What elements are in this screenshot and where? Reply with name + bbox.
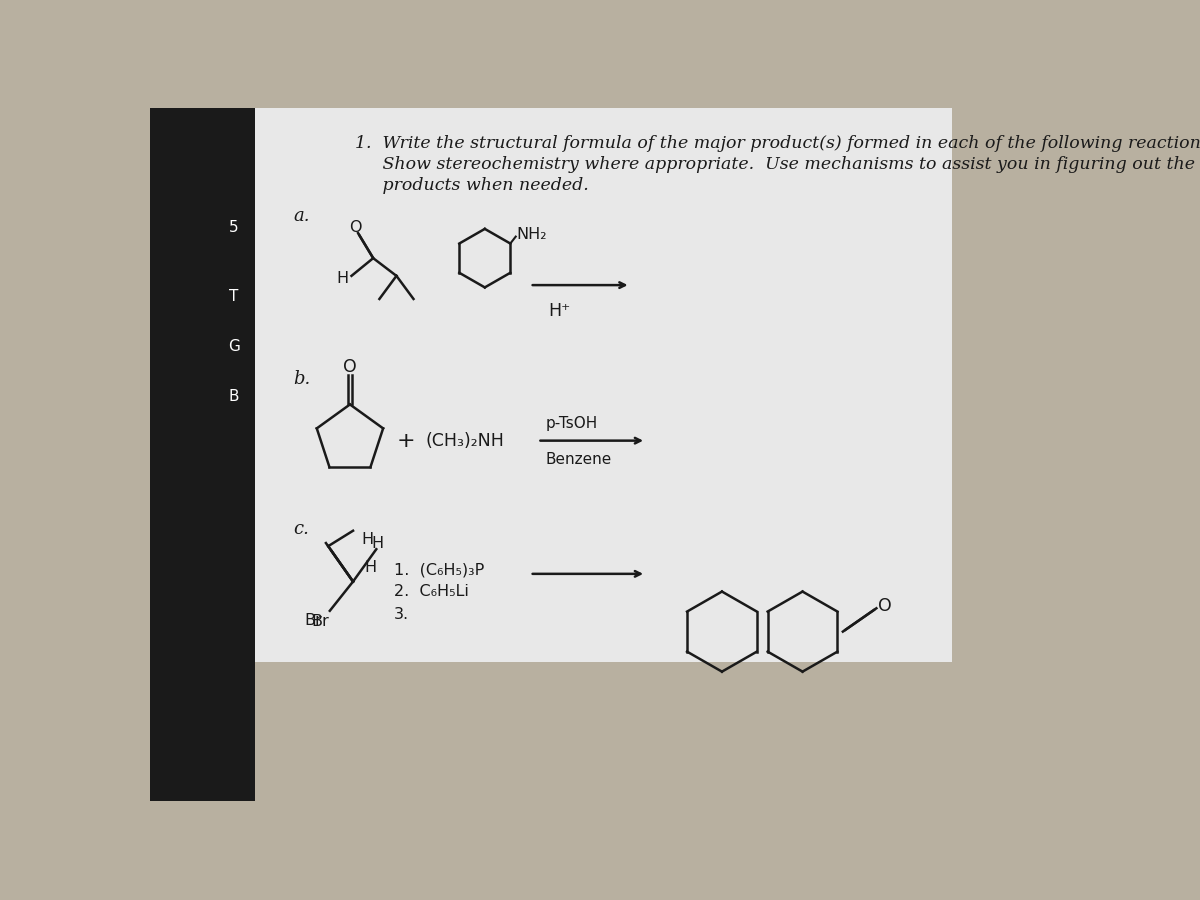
Text: H: H — [361, 532, 373, 546]
Text: T: T — [229, 289, 239, 304]
Text: (CH₃)₂NH: (CH₃)₂NH — [425, 432, 504, 450]
Text: 2.  C₆H₅Li: 2. C₆H₅Li — [394, 584, 469, 598]
Text: 3.: 3. — [394, 607, 409, 622]
Text: 1.  (C₆H₅)₃P: 1. (C₆H₅)₃P — [394, 562, 485, 577]
Text: H: H — [336, 272, 348, 286]
Text: p-TsOH: p-TsOH — [545, 417, 598, 431]
Text: 1.  Write the structural formula of the major product(s) formed in each of the f: 1. Write the structural formula of the m… — [355, 135, 1200, 152]
Text: O: O — [343, 358, 356, 376]
Text: +: + — [396, 430, 415, 451]
Text: G: G — [228, 339, 240, 355]
Text: c.: c. — [293, 520, 310, 538]
Text: H: H — [372, 536, 384, 551]
FancyBboxPatch shape — [150, 108, 254, 801]
FancyBboxPatch shape — [254, 108, 952, 662]
Text: B: B — [228, 389, 239, 404]
Text: O: O — [878, 598, 892, 616]
Text: O: O — [349, 220, 361, 235]
Text: NH₂: NH₂ — [516, 227, 547, 242]
Text: Show stereochemistry where appropriate.  Use mechanisms to assist you in figurin: Show stereochemistry where appropriate. … — [355, 156, 1195, 173]
Text: Br: Br — [304, 613, 322, 627]
Text: 5: 5 — [229, 220, 239, 235]
Text: H⁺: H⁺ — [548, 302, 570, 320]
Text: Br: Br — [312, 614, 329, 629]
Text: Benzene: Benzene — [545, 452, 612, 467]
Text: H: H — [364, 560, 376, 575]
Text: products when needed.: products when needed. — [355, 176, 589, 194]
Text: b.: b. — [293, 370, 311, 388]
Text: a.: a. — [293, 207, 310, 225]
